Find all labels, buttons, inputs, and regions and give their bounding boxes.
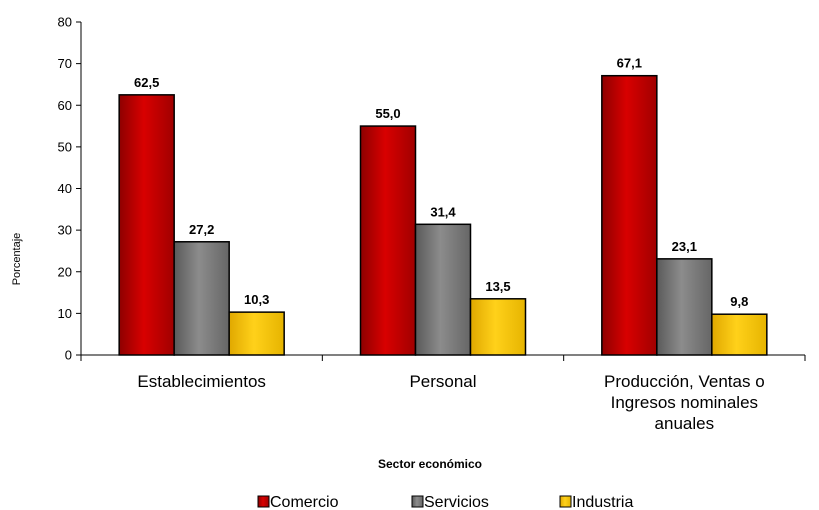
y-tick-label: 30	[58, 223, 72, 238]
bar-industria-3	[711, 313, 768, 356]
category-label: Establecimientos	[137, 372, 266, 391]
y-tick-label: 80	[58, 15, 72, 30]
bar-servicios-3	[656, 258, 713, 356]
bar-industria-1	[228, 311, 285, 356]
y-tick-label: 60	[58, 98, 72, 113]
bar-comercio-3	[601, 74, 658, 356]
bar-industria-2	[469, 298, 527, 356]
data-labels: 62,5 55,0 67,1 27,2 31,4 23,1 10,3 13,5 9,8	[134, 56, 748, 310]
legend-swatch	[559, 495, 572, 508]
category-label: Personal	[409, 372, 476, 391]
legend-swatch	[257, 495, 270, 508]
category-label: Producción, Ventas o Ingresos nominales an…	[604, 372, 765, 433]
axes: 0 10 20 30 40 50 60 70 80 Establecimientos Persona…	[58, 15, 806, 433]
y-tick-label: 10	[58, 306, 72, 321]
y-tick-label: 70	[58, 56, 72, 71]
bar-comercio-1	[118, 94, 175, 356]
y-tick-label: 40	[58, 181, 72, 196]
data-label: 55,0	[375, 106, 400, 121]
data-label: 23,1	[672, 239, 697, 254]
y-tick-label: 0	[65, 348, 72, 363]
y-axis-title: Porcentaje	[11, 233, 23, 286]
data-label: 31,4	[430, 204, 456, 219]
legend: Comercio Servicios Industria	[257, 494, 633, 510]
data-label: 67,1	[617, 56, 642, 71]
data-label: 10,3	[244, 292, 269, 307]
legend-label: Industria	[572, 494, 633, 510]
legend-label: Comercio	[270, 494, 339, 510]
y-tick-label: 50	[58, 139, 72, 154]
data-label: 62,5	[134, 75, 159, 90]
bar-comercio-2	[359, 125, 417, 356]
y-tick-label: 20	[58, 264, 72, 279]
data-label: 27,2	[189, 222, 214, 237]
legend-swatch	[411, 495, 424, 508]
bar-servicios-1	[173, 241, 230, 356]
data-label: 9,8	[730, 294, 748, 309]
bars	[118, 74, 768, 356]
legend-label: Servicios	[424, 494, 489, 510]
data-label: 13,5	[485, 279, 510, 294]
x-axis-title: Sector económico	[378, 457, 482, 471]
bar-servicios-2	[414, 223, 472, 356]
